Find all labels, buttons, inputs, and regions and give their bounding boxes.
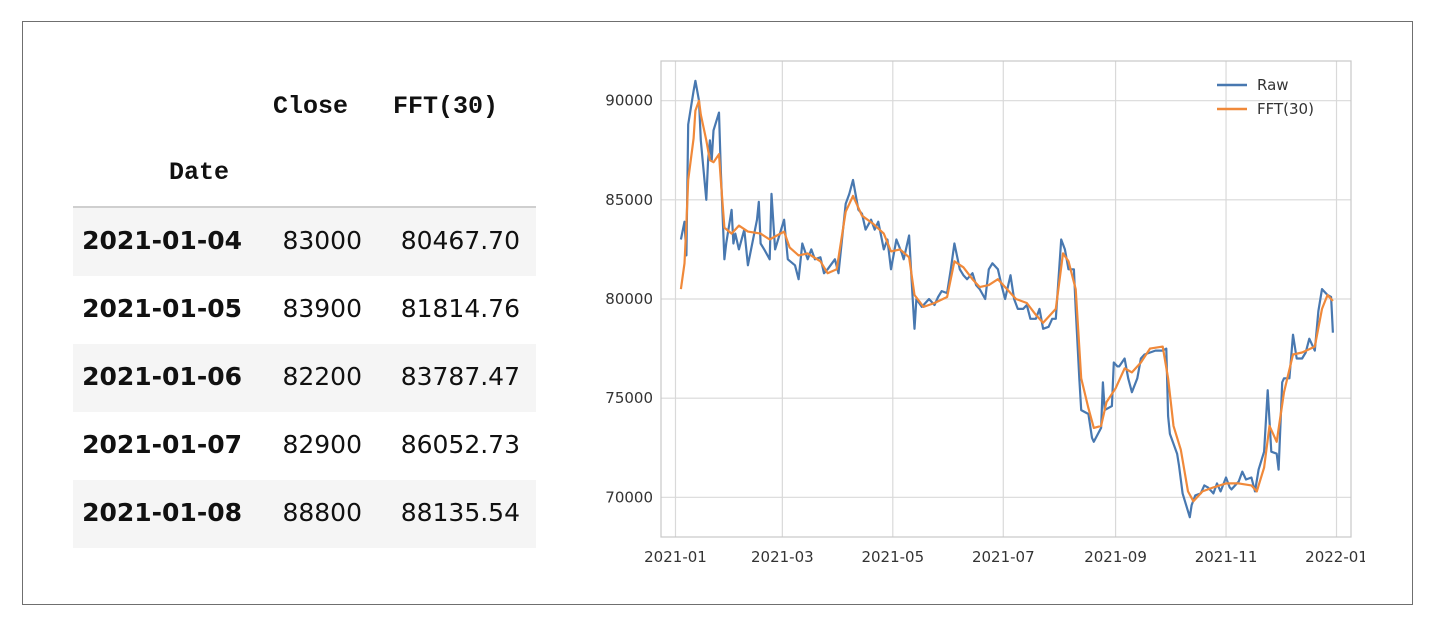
row-close: 82200 [282, 362, 362, 391]
y-tick-label: 75000 [605, 389, 653, 407]
row-date: 2021-01-05 [82, 294, 242, 323]
x-tick-label: 2021-01 [644, 548, 707, 566]
y-tick-label: 80000 [605, 290, 653, 308]
row-close: 83900 [282, 294, 362, 323]
x-tick-label: 2021-07 [972, 548, 1035, 566]
y-tick-label: 85000 [605, 191, 653, 209]
row-close: 83000 [282, 226, 362, 255]
header-separator [73, 206, 536, 208]
y-tick-label: 90000 [605, 92, 653, 110]
series-line-fft [679, 99, 1334, 503]
column-header-close: Close [273, 92, 349, 121]
x-tick-label: 2022-01 [1305, 548, 1365, 566]
x-tick-label: 2021-09 [1084, 548, 1147, 566]
row-close: 82900 [282, 430, 362, 459]
column-header-fft: FFT(30) [393, 92, 499, 121]
table-row: 2021-01-07 82900 86052.73 [73, 412, 536, 480]
row-fft: 83787.47 [400, 362, 520, 391]
row-date: 2021-01-06 [82, 362, 242, 391]
row-date: 2021-01-07 [82, 430, 242, 459]
line-chart: 2021-01 2021-03 2021-05 2021-07 2021-09 2021-… [605, 60, 1365, 566]
series-line-raw [679, 79, 1334, 519]
x-tick-label: 2021-03 [751, 548, 814, 566]
legend-label: FFT(30) [1257, 100, 1314, 118]
table-row: 2021-01-06 82200 83787.47 [73, 344, 536, 412]
legend-label: Raw [1257, 76, 1289, 94]
row-fft: 81814.76 [400, 294, 520, 323]
y-tick-label: 70000 [605, 488, 653, 506]
index-header-date: Date [169, 158, 230, 187]
row-close: 88800 [282, 498, 362, 527]
table-row: 2021-01-05 83900 81814.76 [73, 276, 536, 344]
row-date: 2021-01-04 [82, 226, 242, 255]
row-date: 2021-01-08 [82, 498, 242, 527]
x-tick-label: 2021-11 [1195, 548, 1258, 566]
plot-frame [660, 60, 1352, 538]
row-fft: 88135.54 [400, 498, 520, 527]
table-row: 2021-01-04 83000 80467.70 [73, 208, 536, 276]
row-fft: 86052.73 [400, 430, 520, 459]
x-tick-label: 2021-05 [861, 548, 924, 566]
row-fft: 80467.70 [400, 226, 520, 255]
table-row: 2021-01-08 88800 88135.54 [73, 480, 536, 548]
